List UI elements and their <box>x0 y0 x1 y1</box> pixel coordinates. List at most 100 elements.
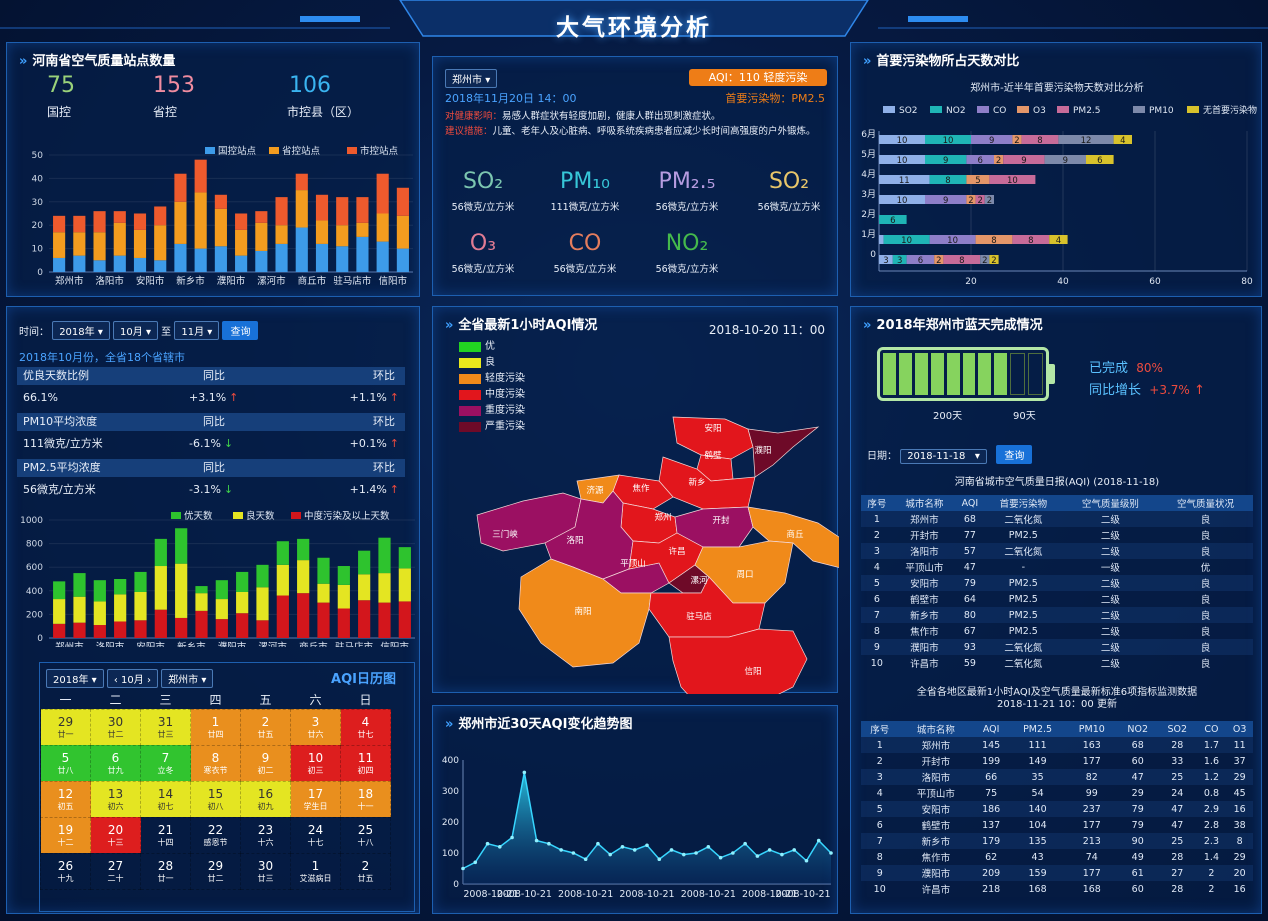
x-tick-label: 洛阳市 <box>95 275 124 287</box>
map-region[interactable] <box>694 540 794 604</box>
bar-value-label: 8 <box>991 236 996 246</box>
cal-year-select[interactable]: 2018年 ▾ <box>46 669 104 688</box>
lunar-label: 廿五 <box>257 729 274 739</box>
bar-segment <box>113 255 126 272</box>
table-cell: 82 <box>1066 769 1118 785</box>
calendar-day[interactable]: 25 十八 <box>340 816 391 854</box>
blue-panel: » 2018年郑州市蓝天完成情况 200天 90天 已完成 80% 同比增长 +3… <box>850 306 1262 914</box>
query-panel: 时间： 2018年 ▾ 10月 ▾ 至 11月 ▾ 查询 2018年10月份，全… <box>6 306 420 914</box>
health-label: 对健康影响： <box>445 111 503 122</box>
calendar-day[interactable]: 26 十九 <box>40 852 91 890</box>
calendar-day[interactable]: 1 艾滋病日 <box>290 852 341 890</box>
stat-mom-value: +1.4% <box>349 483 387 496</box>
calendar-day[interactable]: 20 十三 <box>90 816 141 854</box>
cal-city-select[interactable]: 郑州市 ▾ <box>161 669 214 688</box>
table-cell: 16 <box>1226 801 1253 817</box>
calendar-day[interactable]: 16 初九 <box>240 780 291 818</box>
bar-segment <box>175 528 188 564</box>
legend-label: 轻度污染 <box>485 373 525 384</box>
year-select[interactable]: 2018年 ▾ <box>52 321 110 340</box>
stat-header-name: PM10平均浓度 <box>23 415 98 428</box>
calendar-day[interactable]: 18 十一 <box>340 780 391 818</box>
table-cell: 140 <box>1009 801 1067 817</box>
calendar-day[interactable]: 2 廿五 <box>240 708 291 746</box>
calendar-day[interactable]: 21 十四 <box>140 816 191 854</box>
calendar-day[interactable]: 15 初八 <box>190 780 241 818</box>
map-region[interactable] <box>668 628 808 694</box>
table-cell: 二级 <box>1062 639 1158 655</box>
legend-swatch <box>1057 106 1069 113</box>
bar-segment <box>214 208 227 247</box>
calendar-day[interactable]: 24 十七 <box>290 816 341 854</box>
calendar-day[interactable]: 4 廿七 <box>340 708 391 746</box>
chevron-left-icon[interactable]: ‹ <box>113 675 118 686</box>
cal-month-select[interactable]: ‹ 10月 › <box>106 669 158 688</box>
map-region[interactable] <box>747 506 839 569</box>
calendar-day[interactable]: 27 二十 <box>90 852 141 890</box>
battery-cell <box>1010 353 1026 395</box>
map-region[interactable] <box>672 416 754 460</box>
calendar-day[interactable]: 17 学生日 <box>290 780 341 818</box>
calendar-day[interactable]: 31 廿三 <box>140 708 191 746</box>
table-cell: 47 <box>1171 819 1184 831</box>
table-cell: 33 <box>1171 755 1184 767</box>
calendar-day[interactable]: 2 廿五 <box>340 852 391 890</box>
table-header-cell: CO <box>1196 721 1227 737</box>
date-select[interactable]: 2018-11-18 ▾ <box>900 449 987 464</box>
calendar-day[interactable]: 9 初二 <box>240 744 291 782</box>
city-select[interactable]: 郑州市 ▾ <box>445 69 498 88</box>
legend-label: 国控站点 <box>218 145 257 157</box>
bar-value-label: 2 <box>968 196 973 206</box>
table-cell: 新乡市 <box>898 833 974 849</box>
bar-segment <box>315 194 329 221</box>
table-cell: 29 <box>1233 851 1246 863</box>
calendar-day[interactable]: 8 寒衣节 <box>190 744 241 782</box>
calendar-day[interactable]: 30 廿二 <box>90 708 141 746</box>
map-region[interactable] <box>648 576 766 638</box>
month-from-select[interactable]: 10月 ▾ <box>113 321 158 340</box>
calendar-day[interactable]: 5 廿八 <box>40 744 91 782</box>
calendar-day[interactable]: 23 十六 <box>240 816 291 854</box>
calendar-day[interactable]: 7 立冬 <box>140 744 191 782</box>
table-cell: 43 <box>1031 851 1044 863</box>
calendar-day[interactable]: 11 初四 <box>340 744 391 782</box>
chevron-right-icon[interactable]: › <box>146 675 151 686</box>
month-to-select[interactable]: 11月 ▾ <box>174 321 220 340</box>
calendar-day[interactable]: 29 廿一 <box>40 708 91 746</box>
map-region[interactable] <box>747 426 820 478</box>
query-button[interactable]: 查询 <box>222 321 259 340</box>
table-cell: 濮阳市 <box>892 639 957 655</box>
bar-segment <box>236 571 249 592</box>
x-tick-label: 濮阳市 <box>217 275 246 287</box>
map-region-label: 驻马店 <box>686 611 712 622</box>
calendar-day[interactable]: 14 初七 <box>140 780 191 818</box>
table-cell: 鹤壁市 <box>921 821 951 832</box>
calendar-day[interactable]: 19 十二 <box>40 816 91 854</box>
day-number: 26 <box>57 858 74 873</box>
day-number: 2 <box>361 858 370 873</box>
calendar-day[interactable]: 13 初六 <box>90 780 141 818</box>
calendar-day[interactable]: 10 初三 <box>290 744 341 782</box>
battery-icon <box>877 347 1055 401</box>
bar-value-label: 6 <box>918 256 923 266</box>
date-query-button[interactable]: 查询 <box>996 445 1033 464</box>
table-row: 4 平顶山市 75 54 99 29 24 0.8 45 <box>861 785 1253 801</box>
calendar-day[interactable]: 30 廿三 <box>240 852 291 890</box>
bar-segment <box>315 243 329 272</box>
calendar-day[interactable]: 6 廿九 <box>90 744 141 782</box>
day-number: 4 <box>361 714 370 729</box>
table-cell: 35 <box>1009 769 1067 785</box>
calendar-day[interactable]: 29 廿二 <box>190 852 241 890</box>
lunar-label: 廿四 <box>207 729 224 739</box>
bar-segment <box>396 248 409 272</box>
calendar-day[interactable]: 28 廿一 <box>140 852 191 890</box>
calendar-day[interactable]: 1 廿四 <box>190 708 241 746</box>
calendar-day[interactable]: 22 感恩节 <box>190 816 241 854</box>
bar-value-label: 4 <box>1056 236 1061 246</box>
trend-point <box>792 848 796 852</box>
table-cell: PM2.5 <box>983 575 1063 591</box>
calendar-day[interactable]: 12 初五 <box>40 780 91 818</box>
arrow-up-icon: ↑ <box>389 437 399 450</box>
calendar-day[interactable]: 3 廿六 <box>290 708 341 746</box>
table-cell: 135 <box>1009 833 1067 849</box>
